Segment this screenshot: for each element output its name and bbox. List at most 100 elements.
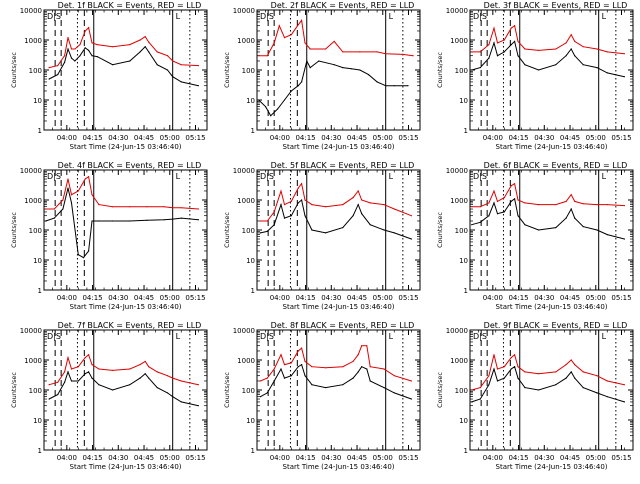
series-point-lld	[45, 208, 47, 210]
series-point-lld	[357, 354, 359, 356]
x-tick-label: 04:45	[134, 134, 154, 142]
marker-label: L	[389, 12, 394, 21]
y-tick-label: 10000	[446, 327, 468, 335]
y-tick-label: 100	[29, 387, 42, 395]
series-point-lld	[496, 42, 499, 44]
series-point-events	[172, 76, 174, 78]
series-point-events	[496, 55, 499, 57]
series-point-events	[555, 384, 557, 386]
series-point-events	[297, 366, 299, 368]
chart-title: Det. 4f BLACK = Events, RED = LLD	[58, 161, 202, 170]
series-point-events	[565, 55, 567, 57]
series-point-events	[88, 49, 90, 52]
series-point-lld	[369, 202, 371, 204]
series-point-lld	[565, 364, 567, 366]
x-tick-label: 04:30	[321, 134, 341, 142]
x-axis-label: Start Time (24-Jun-15 03:46:40)	[283, 463, 395, 471]
series-point-events	[623, 401, 626, 403]
x-tick-label: 05:00	[160, 134, 180, 142]
series-point-lld	[273, 368, 275, 370]
x-tick-label: 05:00	[373, 294, 393, 302]
series-point-lld	[514, 183, 516, 185]
series-point-events	[139, 51, 141, 53]
series-point-lld	[48, 384, 50, 386]
y-tick-label: 100	[455, 387, 468, 395]
series-point-lld	[88, 176, 90, 178]
x-tick-label: 05:00	[160, 294, 180, 302]
corner-annotation: D|S	[260, 172, 274, 181]
series-point-events	[112, 220, 114, 222]
series-point-events	[259, 232, 261, 234]
y-tick-label: 10000	[446, 7, 468, 15]
y-tick-label: 1	[251, 127, 255, 135]
y-tick-label: 1	[38, 287, 42, 295]
series-point-lld	[112, 369, 114, 371]
series-line-lld	[260, 182, 412, 222]
series-point-lld	[283, 364, 286, 366]
series-point-lld	[517, 366, 519, 368]
series-point-lld	[574, 200, 576, 202]
series-point-lld	[369, 366, 371, 368]
series-point-lld	[166, 55, 169, 57]
y-tick-label: 10000	[20, 327, 42, 335]
series-point-lld	[57, 65, 59, 67]
chart-panel-9: Det. 9f BLACK = Events, RED = LLD 1 10 100 1…	[436, 321, 634, 471]
series-point-lld	[180, 207, 182, 209]
series-point-lld	[488, 44, 490, 46]
x-tick-label: 04:15	[295, 134, 315, 142]
plot-frame	[256, 169, 421, 291]
series-point-lld	[596, 204, 598, 206]
series-point-events	[352, 377, 354, 379]
x-tick-label: 04:45	[134, 454, 154, 462]
chart-title: Det. 2f BLACK = Events, RED = LLD	[271, 1, 415, 10]
series-point-events	[606, 234, 608, 236]
series-point-events	[197, 405, 199, 407]
x-tick-label: 04:30	[534, 134, 554, 142]
chart-title: Det. 9f BLACK = Events, RED = LLD	[484, 321, 628, 330]
series-point-lld	[366, 345, 368, 347]
series-point-lld	[496, 200, 499, 202]
y-tick-label: 100	[29, 227, 42, 235]
series-point-lld	[290, 362, 292, 364]
series-point-lld	[139, 39, 141, 41]
series-point-lld	[570, 34, 572, 36]
series-point-lld	[163, 206, 165, 208]
y-axis-label: Counts/sec	[436, 52, 444, 88]
series-point-events	[383, 229, 385, 231]
series-point-events	[148, 51, 150, 53]
series-point-events	[510, 44, 512, 46]
x-tick-label: 04:30	[534, 454, 554, 462]
series-point-events	[96, 56, 98, 58]
series-point-lld	[488, 202, 490, 204]
x-tick-label: 05:15	[398, 134, 418, 142]
series-point-lld	[156, 371, 158, 373]
series-point-lld	[77, 190, 79, 192]
series-point-lld	[325, 48, 327, 50]
y-tick-label: 1000	[237, 37, 255, 45]
series-point-events	[503, 377, 505, 379]
series-line-lld	[45, 175, 199, 210]
series-point-lld	[148, 41, 150, 43]
x-tick-label: 05:15	[398, 454, 418, 462]
series-point-events	[82, 257, 85, 259]
series-point-events	[57, 394, 59, 396]
y-axis-label: Counts/sec	[10, 212, 18, 248]
series-point-events	[166, 69, 169, 71]
series-point-events	[180, 81, 182, 83]
y-tick-label: 10000	[20, 167, 42, 175]
series-point-lld	[67, 357, 69, 359]
series-point-events	[479, 67, 481, 69]
series-point-lld	[606, 204, 608, 206]
series-point-events	[574, 55, 576, 57]
marker-label: L	[389, 172, 394, 181]
series-point-events	[172, 218, 174, 220]
series-point-lld	[91, 42, 93, 44]
series-point-lld	[156, 51, 158, 53]
series-point-lld	[357, 190, 359, 192]
x-tick-label: 04:45	[347, 294, 367, 302]
y-tick-label: 100	[242, 227, 255, 235]
series-point-lld	[385, 53, 387, 55]
plot-frame	[43, 329, 208, 451]
marker-label: L	[602, 332, 607, 341]
x-tick-label: 04:15	[82, 134, 102, 142]
